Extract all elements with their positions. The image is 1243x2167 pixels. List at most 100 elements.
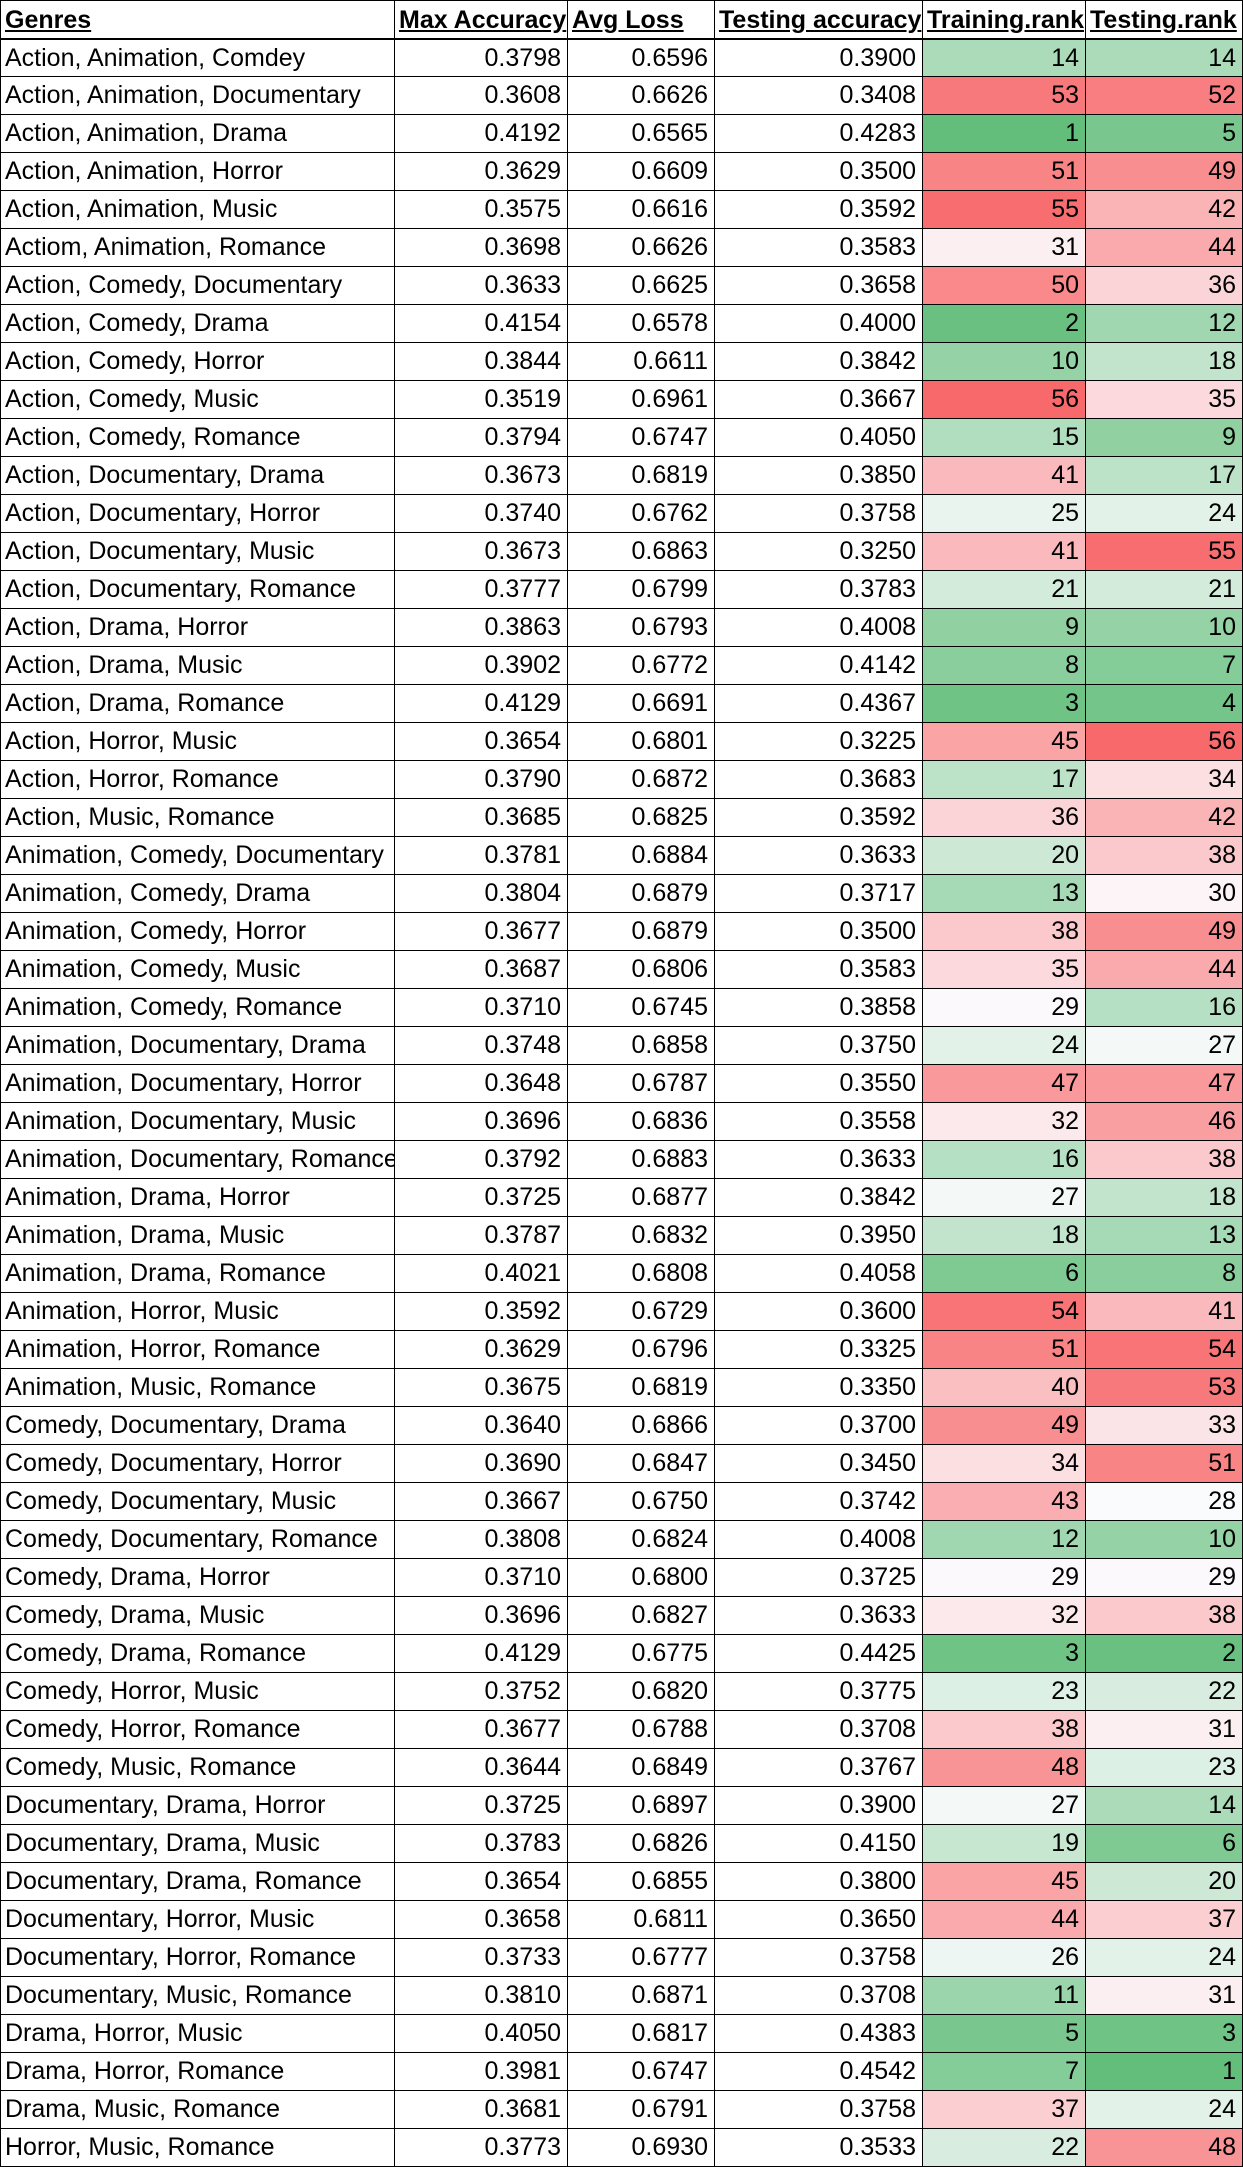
cell-max-accuracy[interactable]: 0.4021: [395, 1255, 568, 1293]
cell-max-accuracy[interactable]: 0.3648: [395, 1065, 568, 1103]
cell-genres[interactable]: Animation, Documentary, Romance: [0, 1141, 395, 1179]
cell-genres[interactable]: Comedy, Documentary, Music: [0, 1483, 395, 1521]
cell-testing-accuracy[interactable]: 0.3783: [715, 571, 923, 609]
cell-training-rank[interactable]: 47: [923, 1065, 1086, 1103]
cell-max-accuracy[interactable]: 0.3658: [395, 1901, 568, 1939]
cell-max-accuracy[interactable]: 0.3748: [395, 1027, 568, 1065]
cell-genres[interactable]: Action, Comedy, Documentary: [0, 267, 395, 305]
cell-max-accuracy[interactable]: 0.3696: [395, 1597, 568, 1635]
cell-max-accuracy[interactable]: 0.3687: [395, 951, 568, 989]
cell-max-accuracy[interactable]: 0.3629: [395, 153, 568, 191]
cell-max-accuracy[interactable]: 0.3644: [395, 1749, 568, 1787]
cell-testing-rank[interactable]: 5: [1086, 115, 1243, 153]
cell-testing-rank[interactable]: 14: [1086, 1787, 1243, 1825]
cell-training-rank[interactable]: 5: [923, 2015, 1086, 2053]
cell-avg-loss[interactable]: 0.6930: [568, 2129, 715, 2167]
cell-max-accuracy[interactable]: 0.3710: [395, 1559, 568, 1597]
cell-testing-accuracy[interactable]: 0.3583: [715, 951, 923, 989]
cell-genres[interactable]: Comedy, Drama, Music: [0, 1597, 395, 1635]
cell-genres[interactable]: Documentary, Drama, Horror: [0, 1787, 395, 1825]
cell-avg-loss[interactable]: 0.6796: [568, 1331, 715, 1369]
cell-training-rank[interactable]: 31: [923, 229, 1086, 267]
cell-testing-rank[interactable]: 20: [1086, 1863, 1243, 1901]
cell-training-rank[interactable]: 17: [923, 761, 1086, 799]
cell-testing-rank[interactable]: 14: [1086, 39, 1243, 77]
cell-genres[interactable]: Animation, Drama, Horror: [0, 1179, 395, 1217]
cell-genres[interactable]: Action, Comedy, Music: [0, 381, 395, 419]
cell-genres[interactable]: Action, Comedy, Romance: [0, 419, 395, 457]
cell-testing-rank[interactable]: 47: [1086, 1065, 1243, 1103]
cell-testing-rank[interactable]: 56: [1086, 723, 1243, 761]
cell-max-accuracy[interactable]: 0.3773: [395, 2129, 568, 2167]
cell-max-accuracy[interactable]: 0.3794: [395, 419, 568, 457]
cell-genres[interactable]: Comedy, Drama, Romance: [0, 1635, 395, 1673]
cell-genres[interactable]: Comedy, Horror, Romance: [0, 1711, 395, 1749]
cell-genres[interactable]: Action, Documentary, Music: [0, 533, 395, 571]
cell-training-rank[interactable]: 40: [923, 1369, 1086, 1407]
cell-genres[interactable]: Animation, Comedy, Horror: [0, 913, 395, 951]
cell-testing-rank[interactable]: 1: [1086, 2053, 1243, 2091]
cell-testing-rank[interactable]: 38: [1086, 1597, 1243, 1635]
cell-avg-loss[interactable]: 0.6799: [568, 571, 715, 609]
cell-testing-rank[interactable]: 16: [1086, 989, 1243, 1027]
cell-max-accuracy[interactable]: 0.3633: [395, 267, 568, 305]
cell-training-rank[interactable]: 56: [923, 381, 1086, 419]
cell-genres[interactable]: Animation, Comedy, Documentary: [0, 837, 395, 875]
cell-genres[interactable]: Animation, Documentary, Music: [0, 1103, 395, 1141]
cell-max-accuracy[interactable]: 0.3654: [395, 1863, 568, 1901]
cell-testing-accuracy[interactable]: 0.3667: [715, 381, 923, 419]
cell-genres[interactable]: Drama, Horror, Music: [0, 2015, 395, 2053]
cell-avg-loss[interactable]: 0.6879: [568, 913, 715, 951]
cell-max-accuracy[interactable]: 0.3673: [395, 457, 568, 495]
cell-testing-rank[interactable]: 35: [1086, 381, 1243, 419]
cell-max-accuracy[interactable]: 0.3725: [395, 1787, 568, 1825]
cell-genres[interactable]: Comedy, Drama, Horror: [0, 1559, 395, 1597]
cell-testing-accuracy[interactable]: 0.3775: [715, 1673, 923, 1711]
cell-training-rank[interactable]: 41: [923, 533, 1086, 571]
cell-avg-loss[interactable]: 0.6747: [568, 2053, 715, 2091]
cell-genres[interactable]: Animation, Comedy, Romance: [0, 989, 395, 1027]
cell-testing-rank[interactable]: 7: [1086, 647, 1243, 685]
cell-training-rank[interactable]: 1: [923, 115, 1086, 153]
cell-training-rank[interactable]: 35: [923, 951, 1086, 989]
cell-avg-loss[interactable]: 0.6817: [568, 2015, 715, 2053]
cell-genres[interactable]: Comedy, Horror, Music: [0, 1673, 395, 1711]
cell-genres[interactable]: Action, Animation, Horror: [0, 153, 395, 191]
cell-avg-loss[interactable]: 0.6808: [568, 1255, 715, 1293]
cell-testing-accuracy[interactable]: 0.3708: [715, 1977, 923, 2015]
cell-training-rank[interactable]: 20: [923, 837, 1086, 875]
cell-testing-accuracy[interactable]: 0.3900: [715, 1787, 923, 1825]
cell-testing-rank[interactable]: 31: [1086, 1711, 1243, 1749]
cell-testing-rank[interactable]: 6: [1086, 1825, 1243, 1863]
cell-avg-loss[interactable]: 0.6855: [568, 1863, 715, 1901]
cell-max-accuracy[interactable]: 0.3790: [395, 761, 568, 799]
cell-avg-loss[interactable]: 0.6836: [568, 1103, 715, 1141]
cell-testing-accuracy[interactable]: 0.4142: [715, 647, 923, 685]
cell-testing-accuracy[interactable]: 0.4150: [715, 1825, 923, 1863]
cell-avg-loss[interactable]: 0.6609: [568, 153, 715, 191]
cell-training-rank[interactable]: 24: [923, 1027, 1086, 1065]
cell-genres[interactable]: Action, Documentary, Drama: [0, 457, 395, 495]
cell-avg-loss[interactable]: 0.6772: [568, 647, 715, 685]
cell-testing-accuracy[interactable]: 0.3633: [715, 1597, 923, 1635]
cell-avg-loss[interactable]: 0.6866: [568, 1407, 715, 1445]
cell-genres[interactable]: Drama, Horror, Romance: [0, 2053, 395, 2091]
cell-testing-rank[interactable]: 34: [1086, 761, 1243, 799]
cell-max-accuracy[interactable]: 0.3798: [395, 39, 568, 77]
cell-testing-accuracy[interactable]: 0.3325: [715, 1331, 923, 1369]
cell-training-rank[interactable]: 19: [923, 1825, 1086, 1863]
cell-testing-rank[interactable]: 38: [1086, 837, 1243, 875]
cell-max-accuracy[interactable]: 0.3685: [395, 799, 568, 837]
cell-avg-loss[interactable]: 0.6832: [568, 1217, 715, 1255]
cell-testing-rank[interactable]: 9: [1086, 419, 1243, 457]
cell-max-accuracy[interactable]: 0.3677: [395, 1711, 568, 1749]
cell-avg-loss[interactable]: 0.6826: [568, 1825, 715, 1863]
cell-genres[interactable]: Documentary, Drama, Music: [0, 1825, 395, 1863]
cell-genres[interactable]: Documentary, Horror, Romance: [0, 1939, 395, 1977]
cell-training-rank[interactable]: 23: [923, 1673, 1086, 1711]
cell-training-rank[interactable]: 13: [923, 875, 1086, 913]
cell-genres[interactable]: Documentary, Horror, Music: [0, 1901, 395, 1939]
cell-genres[interactable]: Comedy, Documentary, Romance: [0, 1521, 395, 1559]
cell-avg-loss[interactable]: 0.6897: [568, 1787, 715, 1825]
cell-avg-loss[interactable]: 0.6788: [568, 1711, 715, 1749]
